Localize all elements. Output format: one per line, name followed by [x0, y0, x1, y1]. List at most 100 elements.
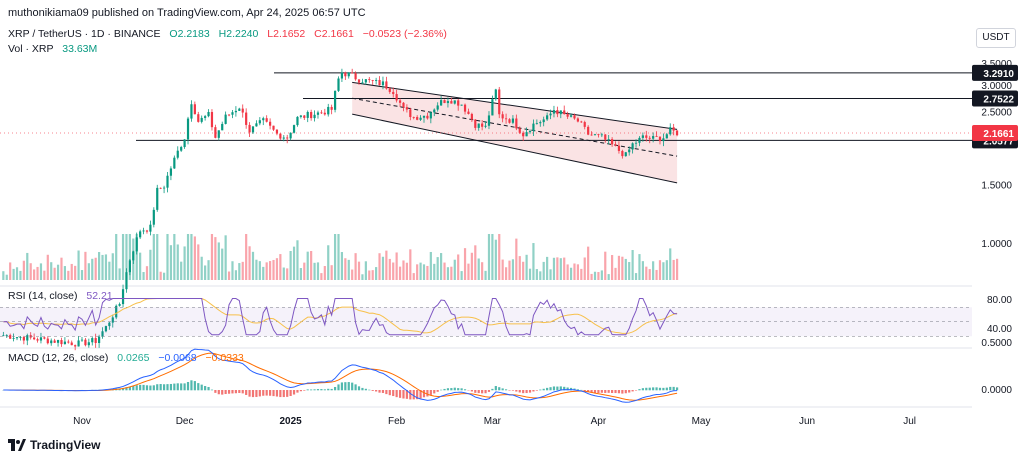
candle-body [351, 72, 354, 74]
macd-histogram-bar [286, 390, 289, 397]
macd-histogram-bar [200, 384, 203, 391]
candle-body [80, 339, 84, 341]
channel-lower-line [352, 113, 678, 184]
volume-bar [152, 234, 155, 280]
macd-histogram-bar [614, 390, 617, 394]
currency-button[interactable]: USDT [976, 28, 1016, 48]
volume-bar [539, 271, 542, 280]
candle-body [255, 123, 258, 127]
candle-body [368, 79, 371, 81]
volume-bar [385, 250, 388, 280]
candle-body [641, 135, 644, 138]
rsi-label[interactable]: RSI (14, close) [8, 290, 78, 302]
candle-body [515, 118, 518, 129]
volume-bar [665, 260, 668, 280]
candle-body [614, 144, 617, 146]
volume-bar [556, 257, 559, 280]
macd-histogram-bar [402, 390, 405, 399]
volume-bar [330, 265, 333, 280]
macd-value-2: −0.0068 [158, 352, 197, 364]
candle-body [511, 118, 515, 123]
candle-body [621, 150, 624, 157]
candle-body [648, 137, 651, 139]
volume-bar [214, 237, 217, 280]
candle-body [450, 101, 453, 104]
macd-histogram-bar [145, 385, 149, 391]
macd-histogram-bar [217, 390, 220, 395]
macd-histogram-bar [628, 390, 631, 393]
volume-bar [416, 264, 419, 280]
candle-body [378, 79, 381, 86]
volume-bar [617, 255, 621, 280]
volume-bar [292, 246, 296, 280]
volume-bar [429, 251, 432, 280]
candle-body [409, 109, 412, 118]
candle-body [320, 112, 323, 114]
volume-bar [111, 253, 114, 280]
candle-body [74, 345, 77, 347]
macd-histogram-bar [652, 387, 655, 391]
candle-body [563, 110, 566, 115]
volume-bar [655, 269, 658, 280]
volume-bar [29, 263, 32, 280]
volume-bar [50, 262, 53, 280]
volume-bar [351, 269, 354, 280]
candle-body [532, 123, 535, 131]
volume-bar [135, 234, 138, 280]
candle-body [156, 187, 159, 210]
candle-body [63, 341, 66, 345]
volume-bar [204, 265, 207, 280]
macd-histogram-bar [262, 390, 265, 396]
volume-bar [412, 273, 415, 280]
macd-histogram-bar [655, 387, 658, 391]
candle-body [484, 125, 487, 127]
volume-bar [313, 262, 316, 280]
candle-body [145, 230, 149, 232]
macd-histogram-bar [395, 390, 398, 398]
volume-bar [532, 243, 535, 280]
candle-body [262, 118, 265, 121]
macd-label[interactable]: MACD (12, 26, close) [8, 352, 109, 364]
publisher-line: muthonikiama09 published on TradingView.… [8, 7, 366, 19]
macd-tick-label: 0.5000 [981, 338, 1012, 349]
volume-bar [511, 259, 515, 280]
candle-body [224, 114, 227, 124]
macd-histogram-bar [214, 390, 217, 393]
tradingview-logo[interactable]: TradingView [8, 438, 100, 452]
macd-histogram-bar [597, 390, 600, 393]
candle-body [204, 116, 207, 118]
volume-bar [436, 257, 439, 280]
volume-bar [210, 234, 214, 280]
candle-body [125, 272, 128, 290]
volume-bar [227, 271, 231, 280]
candle-body [46, 338, 49, 344]
macd-histogram-bar [156, 384, 159, 391]
volume-bar [241, 261, 244, 280]
candle-body [176, 150, 179, 158]
macd-histogram-bar [481, 390, 484, 394]
candle-body [87, 342, 90, 346]
volume-bar [173, 234, 176, 280]
macd-histogram-bar [279, 390, 282, 398]
candle-body [306, 112, 309, 118]
macd-histogram-bar [566, 387, 569, 391]
macd-histogram-bar [197, 383, 200, 391]
macd-histogram-bar [398, 390, 402, 398]
volume-bar [624, 258, 627, 280]
candle-body [580, 121, 583, 123]
candle-body [183, 139, 186, 148]
macd-histogram-bar [515, 390, 518, 392]
volume-bar [77, 250, 80, 280]
candle-body [573, 115, 576, 119]
volume-bar [409, 249, 412, 280]
macd-histogram-bar [422, 390, 426, 398]
macd-histogram-bar [511, 390, 515, 391]
symbol-pair[interactable]: XRP / TetherUS · 1D · BINANCE [8, 28, 161, 40]
volume-bar [224, 235, 227, 280]
volume-bar [289, 250, 292, 280]
candle-body [108, 322, 111, 327]
macd-histogram-bar [440, 389, 443, 391]
candle-body [607, 139, 610, 140]
candle-body [583, 122, 586, 127]
